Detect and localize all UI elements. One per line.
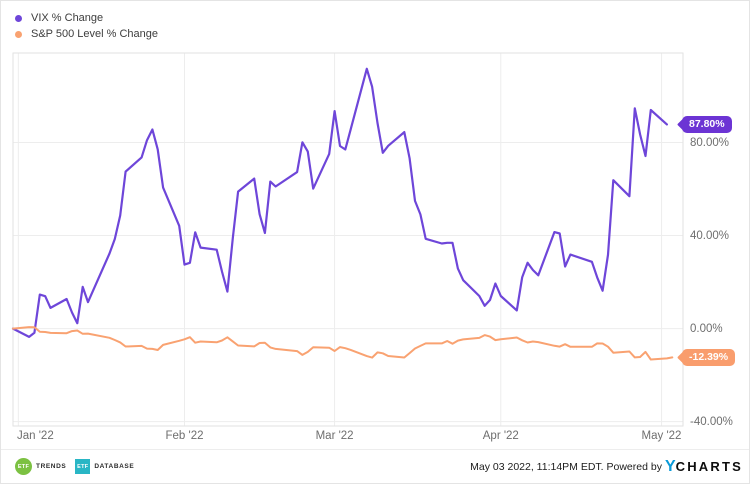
plot-border [12, 52, 684, 427]
y-axis-label-80: 80.00% [690, 136, 730, 149]
etf-database-logo[interactable]: ETF DATABASE [75, 459, 134, 474]
chart-legend: VIX % Change S&P 500 Level % Change [15, 10, 158, 42]
etf-trends-icon: ETF [15, 458, 32, 475]
legend-item-sp500[interactable]: S&P 500 Level % Change [15, 26, 158, 42]
x-axis-label-may: May '22 [641, 430, 682, 442]
attribution: May 03 2022, 11:14PM EDT. Powered by Y CH… [470, 457, 749, 475]
etf-trends-logo[interactable]: ETF TRENDS [15, 458, 66, 475]
x-axis-label-jan: Jan '22 [17, 430, 54, 442]
legend-label-sp500: S&P 500 Level % Change [31, 28, 158, 40]
footer-logos: ETF TRENDS ETF DATABASE [1, 458, 143, 475]
ycharts-logo[interactable]: Y CHARTS [664, 457, 743, 475]
footer-bar: ETF TRENDS ETF DATABASE May 03 2022, 11:… [1, 449, 749, 483]
y-axis-label-0: 0.00% [690, 322, 723, 335]
legend-item-vix[interactable]: VIX % Change [15, 10, 158, 26]
legend-label-vix: VIX % Change [31, 12, 104, 24]
y-axis-label-neg40: -40.00% [690, 415, 733, 428]
series-line-sp500[interactable] [12, 326, 674, 361]
ycharts-logo-y: Y [664, 457, 676, 475]
x-axis-label-mar: Mar '22 [315, 430, 354, 442]
etf-database-icon: ETF [75, 459, 91, 474]
y-axis-label-40: 40.00% [690, 229, 730, 242]
etf-trends-label: TRENDS [36, 463, 67, 470]
legend-marker-vix-icon [15, 14, 22, 22]
vix-last-value-badge: 87.80% [677, 115, 732, 133]
sp500-last-value-badge: -12.39% [677, 348, 736, 366]
ycharts-logo-charts: CHARTS [675, 458, 743, 474]
etf-database-label: DATABASE [94, 463, 135, 470]
plot-area[interactable] [1, 1, 749, 449]
legend-marker-sp500-icon [15, 30, 22, 38]
x-axis-label-feb: Feb '22 [165, 430, 204, 442]
series-line-vix[interactable] [11, 67, 669, 338]
timestamp-text: May 03 2022, 11:14PM EDT. Powered by [470, 460, 662, 473]
x-axis-label-apr: Apr '22 [482, 430, 519, 442]
